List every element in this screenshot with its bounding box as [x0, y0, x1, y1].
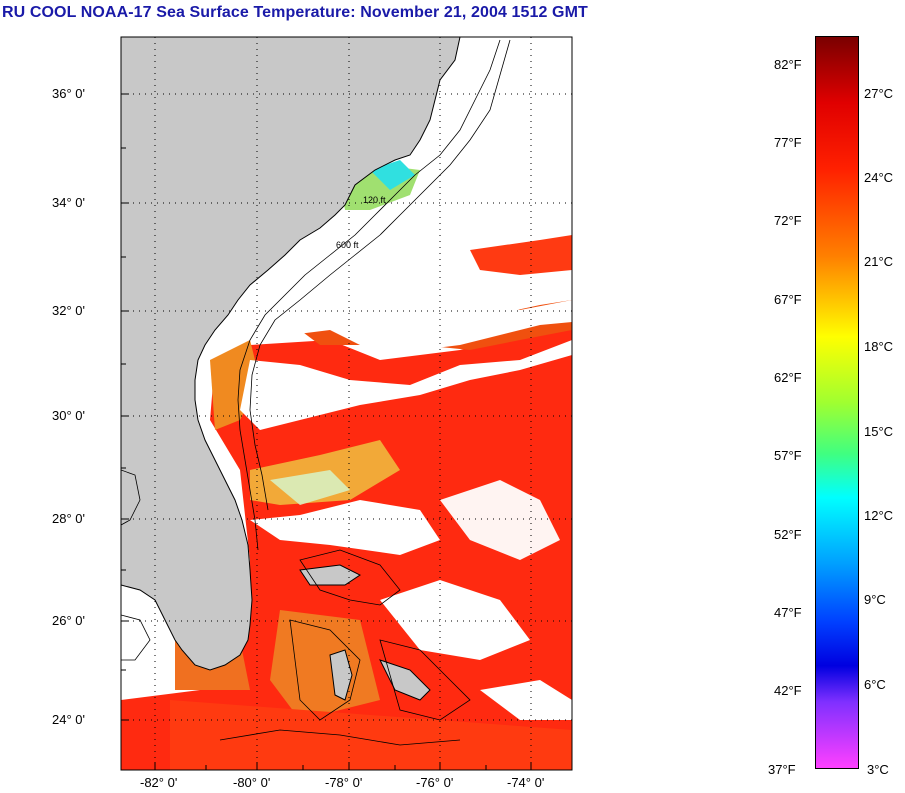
colorbar-f-52: 52°F [774, 527, 802, 542]
colorbar-c-21: 21°C [864, 254, 894, 269]
map-title: RU COOL NOAA-17 Sea Surface Temperature:… [2, 4, 588, 21]
contour-label-600ft: 600 ft [336, 240, 359, 250]
colorbar-f-72: 72°F [774, 213, 802, 228]
lon-label-82: -82° 0' [140, 775, 178, 790]
colorbar-f-47: 47°F [774, 605, 802, 620]
lat-label-36: 36° 0' [52, 86, 85, 101]
bathymetry-contours [121, 39, 511, 746]
lon-label-80: -80° 0' [233, 775, 271, 790]
lat-label-26: 26° 0' [52, 613, 85, 628]
colorbar-c-3: 3°C [867, 762, 889, 777]
lat-label-24: 24° 0' [52, 712, 85, 727]
colorbar-f-82: 82°F [774, 57, 802, 72]
colorbar-f-77: 77°F [774, 135, 802, 150]
graticule [121, 37, 572, 770]
map-area: 120 ft 600 ft [121, 37, 572, 770]
colorbar-f-67: 67°F [774, 292, 802, 307]
axis-ticks [121, 93, 532, 770]
lat-label-34: 34° 0' [52, 195, 85, 210]
temperature-colorbar [815, 36, 859, 769]
map-frame [120, 36, 573, 771]
colorbar-c-15: 15°C [864, 424, 894, 439]
colorbar-f-42: 42°F [774, 683, 802, 698]
colorbar-c-27: 27°C [864, 86, 894, 101]
us-coastline-land [121, 37, 461, 671]
lon-label-76: -76° 0' [416, 775, 454, 790]
colorbar-f-57: 57°F [774, 448, 802, 463]
colorbar-c-12: 12°C [864, 508, 894, 523]
lon-label-74: -74° 0' [507, 775, 545, 790]
contour-label-120ft: 120 ft [363, 195, 386, 205]
colorbar-c-6: 6°C [864, 677, 886, 692]
colorbar-c-18: 18°C [864, 339, 894, 354]
colorbar-c-9: 9°C [864, 592, 886, 607]
colorbar-c-24: 24°C [864, 170, 894, 185]
colorbar-f-62: 62°F [774, 370, 802, 385]
lat-label-32: 32° 0' [52, 303, 85, 318]
cloud-holes [240, 300, 572, 720]
lon-label-78: -78° 0' [325, 775, 363, 790]
colorbar-f-37: 37°F [768, 762, 796, 777]
lat-label-28: 28° 0' [52, 511, 85, 526]
lat-label-30: 30° 0' [52, 408, 85, 423]
